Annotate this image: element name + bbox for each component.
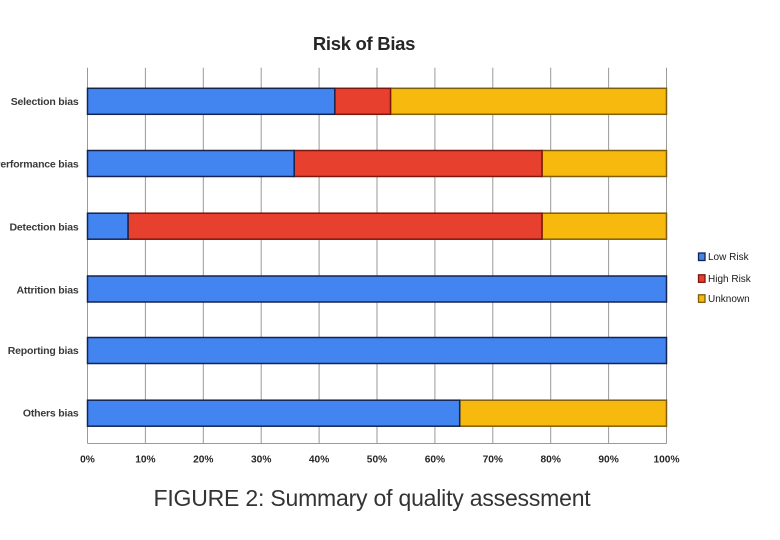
svg-text:100%: 100% [653,454,679,465]
svg-text:60%: 60% [425,454,445,465]
svg-text:70%: 70% [483,454,503,465]
svg-text:40%: 40% [309,454,329,465]
svg-text:20%: 20% [193,454,213,465]
svg-text:80%: 80% [541,454,561,465]
svg-text:Risk of Bias: Risk of Bias [313,33,415,54]
svg-text:High Risk: High Risk [708,274,752,285]
svg-text:0%: 0% [80,454,95,465]
svg-text:Attrition bias: Attrition bias [17,285,79,297]
svg-text:30%: 30% [251,454,271,465]
svg-text:FIGURE 2: Summary of quality a: FIGURE 2: Summary of quality assessment [153,485,591,511]
svg-text:Low Risk: Low Risk [708,252,750,263]
svg-text:90%: 90% [598,454,618,465]
svg-text:Detection bias: Detection bias [10,221,79,233]
svg-text:10%: 10% [135,454,155,465]
svg-text:Reporting bias: Reporting bias [8,345,79,357]
svg-text:50%: 50% [367,454,387,465]
svg-text:Selection bias: Selection bias [11,96,79,108]
svg-text:Others bias: Others bias [23,408,79,420]
svg-text:Unknown: Unknown [708,294,750,305]
svg-text:Performance bias: Performance bias [0,159,79,171]
